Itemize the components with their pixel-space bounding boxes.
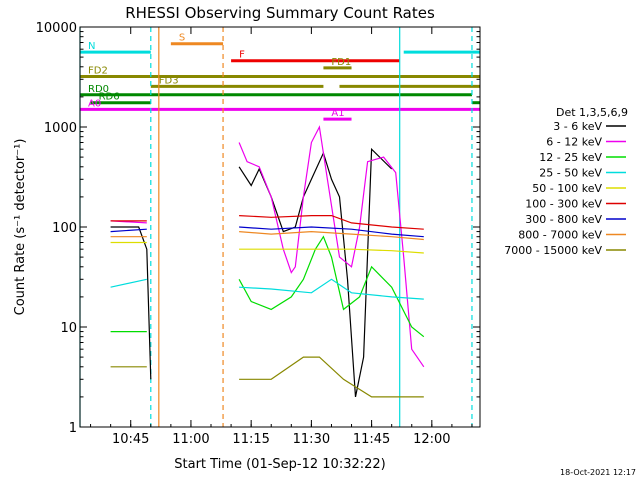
- legend-label-7000-15000-kev: 7000 - 15000 keV: [504, 244, 602, 257]
- flag-label-a0: A0: [88, 98, 101, 109]
- legend-label-3-6-kev: 3 - 6 keV: [553, 120, 602, 133]
- x-tick-label-11-15: 11:15: [232, 432, 269, 447]
- series-6-12-kev-segment-1: [238, 125, 425, 368]
- series-800-7000-kev-segment-1: [239, 230, 424, 241]
- timestamp: 18-Oct-2021 12:17: [560, 468, 636, 477]
- series-3-6-kev-segment-0: [110, 226, 152, 380]
- flag-label-s: S: [179, 33, 185, 44]
- y-tick-label-1000: 1000: [44, 121, 77, 136]
- flag-label-fd2: FD2: [88, 65, 108, 76]
- legend-title: Det 1,3,5,6,9: [556, 106, 628, 119]
- flag-label-fd3: FD3: [159, 75, 179, 86]
- y-tick-label-10: 10: [60, 321, 77, 336]
- flag-label-rd6: RD6: [99, 92, 120, 103]
- flag-label-fd1: FD1: [331, 57, 351, 68]
- series-25-50-kev-segment-1: [239, 278, 424, 300]
- flag-label-f: F: [239, 50, 245, 61]
- axes: 10:45 11:00 11:15 11:30 11:45 12:00 1 10 100 1000…: [36, 21, 480, 447]
- legend-label-100-300-kev: 100 - 300 keV: [525, 198, 602, 211]
- x-tick-label-11-00: 11:00: [172, 432, 209, 447]
- legend: Det 1,3,5,6,9 3 - 6 keV 6 - 12 keV 12 - 25…: [504, 106, 628, 257]
- flag-label-rd0: RD0: [88, 84, 109, 95]
- x-tick-label-12-00: 12:00: [413, 432, 450, 447]
- y-axis-label: Count Rate (s⁻¹ detector⁻¹): [13, 139, 28, 316]
- series-7000-15000-kev-segment-1: [239, 356, 424, 398]
- series-lines: [110, 125, 425, 398]
- x-tick-label-10-45: 10:45: [112, 432, 149, 447]
- series-25-50-kev-segment-0: [110, 278, 147, 288]
- legend-label-50-100-kev: 50 - 100 keV: [532, 182, 602, 195]
- x-axis-label: Start Time (01-Sep-12 10:32:22): [174, 457, 385, 472]
- chart-title: RHESSI Observing Summary Count Rates: [125, 4, 435, 22]
- series-50-100-kev-segment-1: [239, 248, 424, 254]
- legend-label-800-7000-kev: 800 - 7000 keV: [518, 229, 602, 242]
- legend-label-25-50-kev: 25 - 50 keV: [539, 167, 602, 180]
- flag-label-n: N: [88, 41, 95, 52]
- flag-label-a1: A1: [331, 108, 344, 119]
- y-tick-label-10000: 10000: [36, 21, 77, 36]
- series-300-800-kev-segment-1: [239, 226, 424, 238]
- series-12-25-kev-segment-1: [238, 235, 425, 338]
- series-100-300-kev-segment-1: [239, 215, 424, 230]
- legend-label-300-800-kev: 300 - 800 keV: [525, 213, 602, 226]
- series-300-800-kev-segment-0: [110, 228, 147, 233]
- y-tick-label-100: 100: [52, 221, 77, 236]
- y-tick-label-1: 1: [69, 421, 77, 436]
- legend-label-12-25-kev: 12 - 25 keV: [539, 151, 602, 164]
- x-tick-label-11-30: 11:30: [293, 432, 330, 447]
- x-tick-label-11-45: 11:45: [353, 432, 390, 447]
- legend-label-6-12-kev: 6 - 12 keV: [546, 136, 602, 149]
